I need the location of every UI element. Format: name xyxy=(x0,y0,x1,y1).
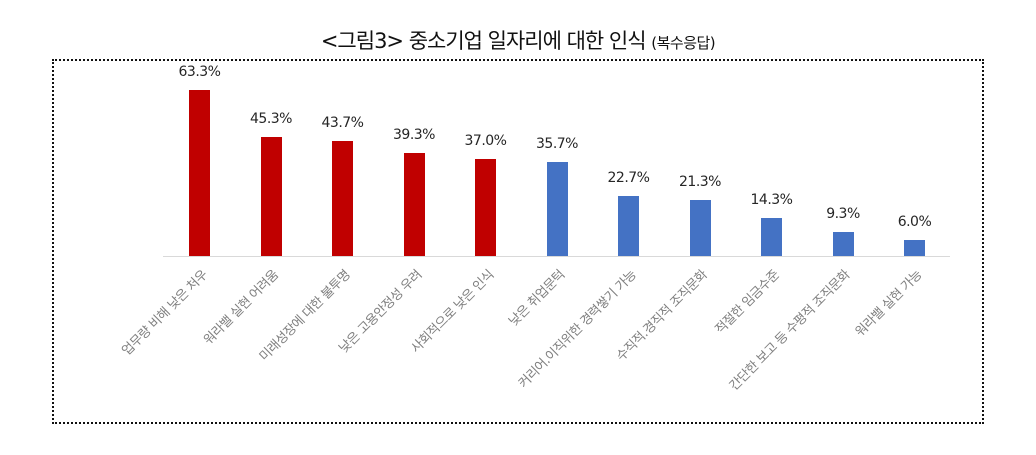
bar xyxy=(689,200,711,256)
chart-title: <그림3> 중소기업 일자리에 대한 인식 (복수응답) xyxy=(0,25,1036,55)
data-label: 9.3% xyxy=(826,205,860,222)
data-label: 35.7% xyxy=(536,136,578,153)
chart-title-main: <그림3> 중소기업 일자리에 대한 인식 xyxy=(320,29,647,53)
bar xyxy=(546,162,568,256)
bar xyxy=(403,152,425,256)
x-axis-line xyxy=(163,256,950,257)
bar xyxy=(618,196,639,256)
bar xyxy=(260,137,282,256)
data-label: 39.3% xyxy=(393,126,435,143)
bar xyxy=(761,218,782,256)
bar xyxy=(332,141,353,256)
bar xyxy=(904,240,925,256)
bar xyxy=(475,158,496,256)
data-label: 37.0% xyxy=(464,132,507,149)
data-label: 14.3% xyxy=(750,192,793,209)
data-label: 6.0% xyxy=(897,214,932,231)
bar xyxy=(832,231,854,256)
data-label: 43.7% xyxy=(321,115,364,132)
bar xyxy=(189,90,210,256)
chart-title-sub: (복수응답) xyxy=(651,34,716,52)
data-label: 21.3% xyxy=(679,174,721,191)
data-label: 63.3% xyxy=(178,64,221,80)
data-label: 45.3% xyxy=(250,111,292,128)
chart-frame xyxy=(52,59,984,424)
data-label: 22.7% xyxy=(607,170,650,187)
